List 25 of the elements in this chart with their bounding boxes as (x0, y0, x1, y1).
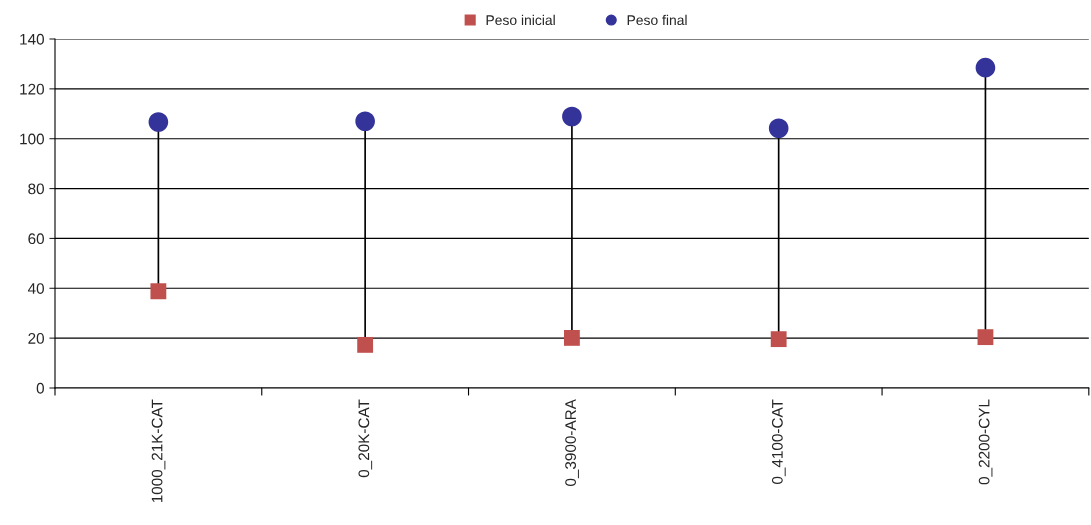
point (768, 118, 789, 139)
y-tick-label: 60 (28, 233, 44, 245)
y-tick-label: 40 (27, 283, 44, 294)
y-tick-label: 80 (28, 183, 44, 195)
point (977, 329, 994, 346)
y-tick-label: 100 (20, 133, 44, 145)
point (357, 336, 374, 353)
point (562, 106, 582, 127)
point (150, 283, 167, 300)
point (563, 329, 580, 346)
point (148, 112, 169, 132)
point (975, 57, 996, 78)
y-tick-label: 0 (36, 382, 44, 394)
y-tick-label: 20 (28, 333, 44, 344)
legend-label: Peso final (627, 14, 687, 26)
y-tick-label: 120 (20, 83, 44, 95)
point (355, 111, 375, 132)
y-tick-label: 140 (20, 33, 44, 45)
x-tick-label: 0_2200-CYL (978, 399, 993, 485)
x-tick-label: 1000_21K-CAT (151, 399, 166, 503)
x-tick-label: 0_4100-CAT (771, 399, 786, 485)
legend-label: Peso inicial (486, 14, 555, 26)
point (770, 331, 787, 348)
x-tick-label: 0_20K-CAT (358, 399, 373, 478)
x-tick-label: 0_3900-ARA (565, 399, 579, 486)
